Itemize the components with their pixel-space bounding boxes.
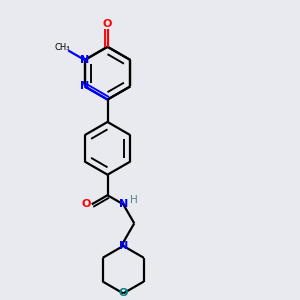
Text: O: O	[103, 19, 112, 29]
Text: N: N	[80, 55, 89, 65]
Text: N: N	[80, 81, 89, 92]
Text: N: N	[118, 241, 128, 251]
Text: O: O	[118, 288, 128, 298]
Text: O: O	[81, 199, 91, 209]
Text: N: N	[119, 199, 129, 209]
Text: CH₃: CH₃	[55, 43, 70, 52]
Text: H: H	[130, 195, 137, 205]
